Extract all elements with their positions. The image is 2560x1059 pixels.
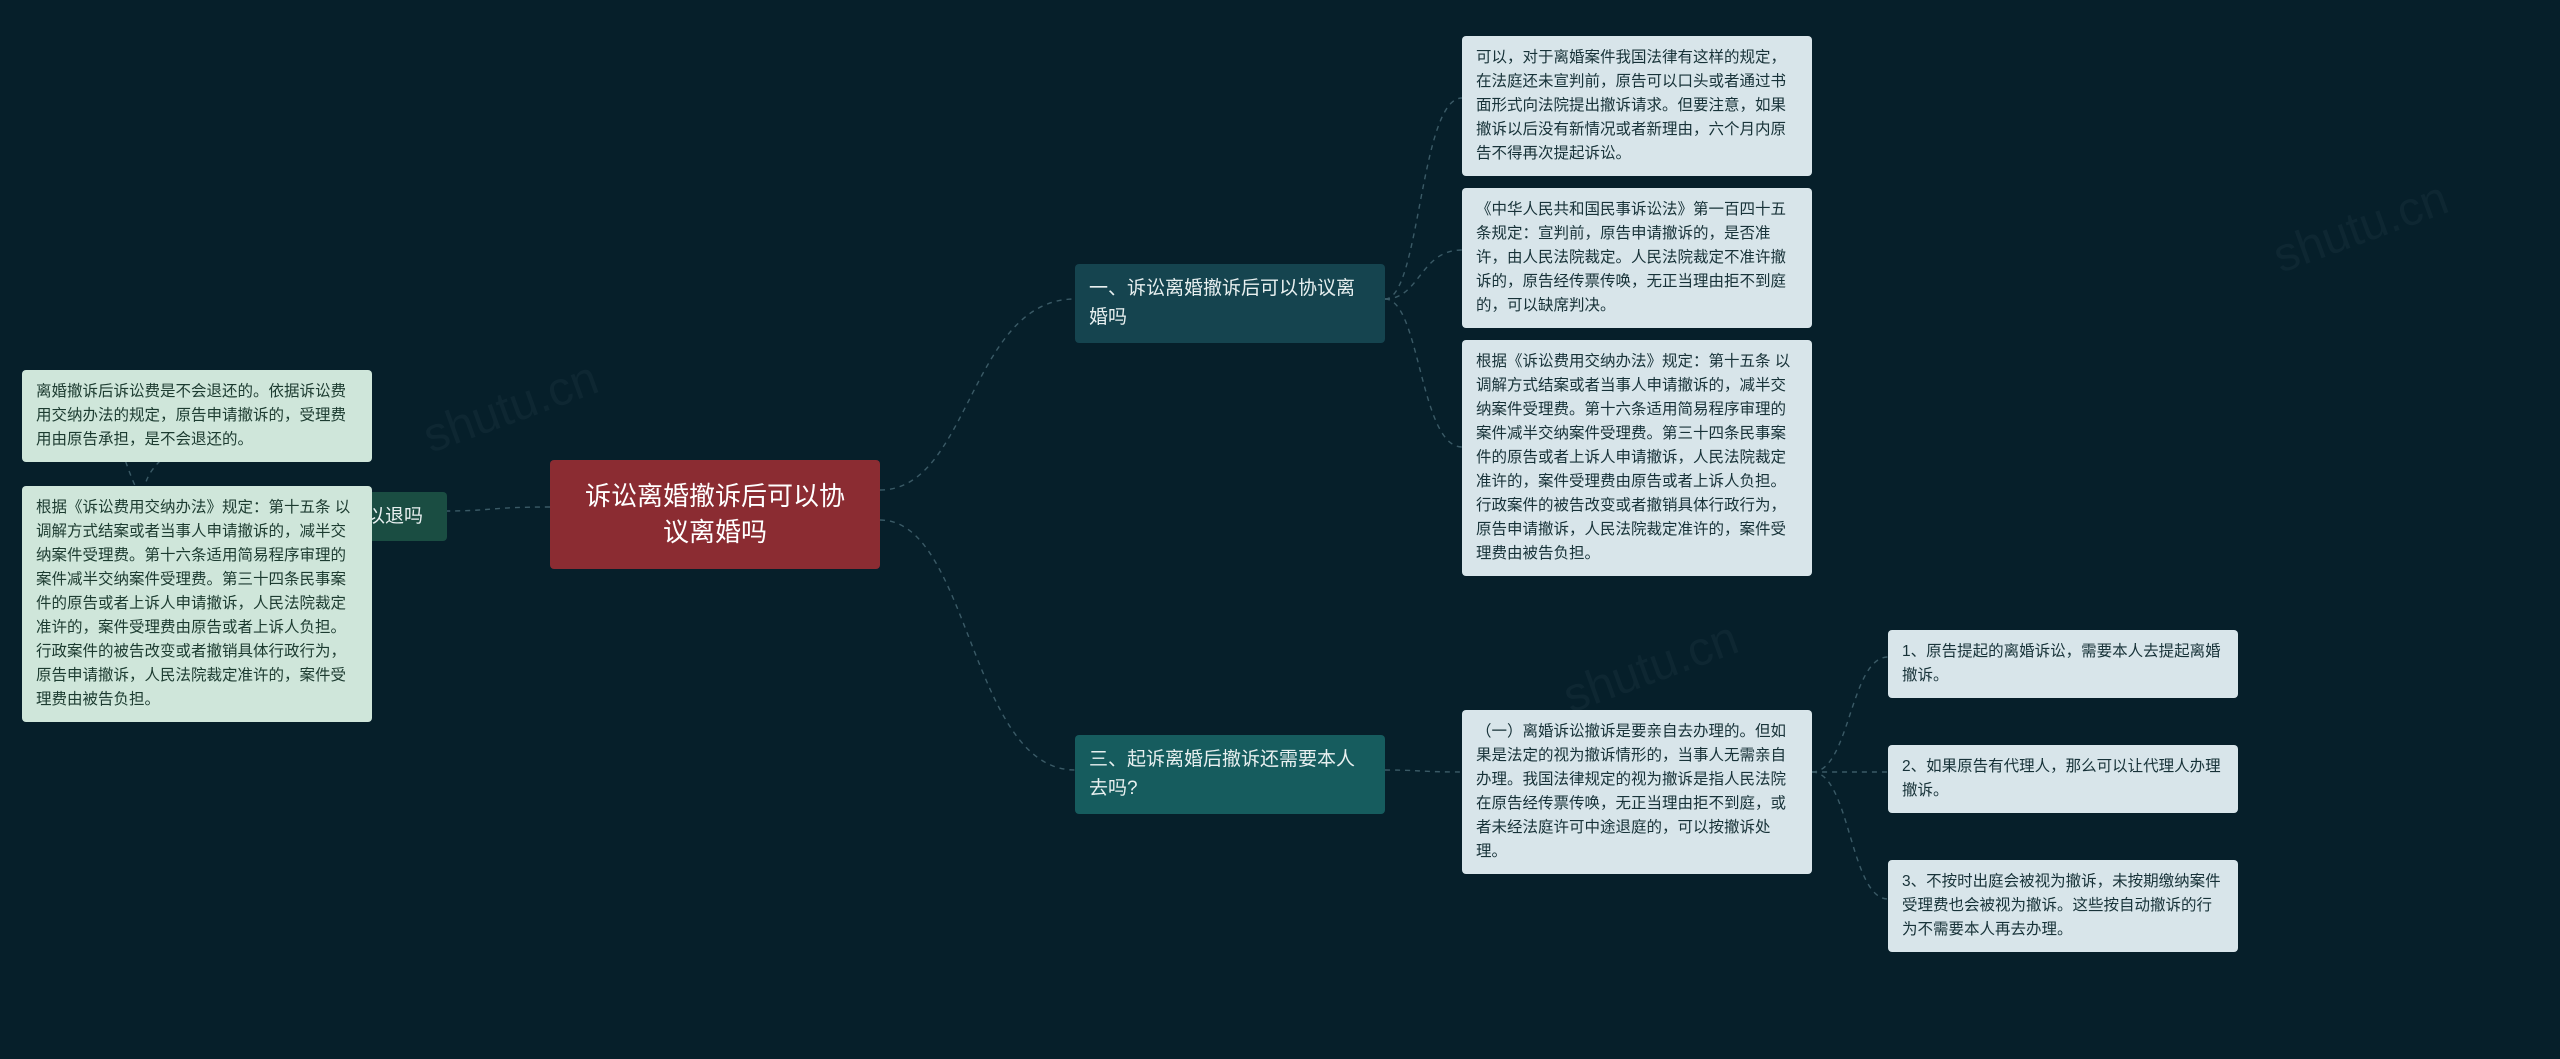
branch-three-sub-1: 1、原告提起的离婚诉讼，需要本人去提起离婚撤诉。 — [1888, 630, 2238, 698]
watermark: shutu.cn — [1556, 611, 1745, 725]
branch-one: 一、诉讼离婚撤诉后可以协议离婚吗 — [1075, 264, 1385, 343]
branch-one-leaf-1: 可以，对于离婚案件我国法律有这样的规定，在法庭还未宣判前，原告可以口头或者通过书… — [1462, 36, 1812, 176]
branch-one-leaf-2: 《中华人民共和国民事诉讼法》第一百四十五条规定：宣判前，原告申请撤诉的，是否准许… — [1462, 188, 1812, 328]
branch-one-leaf-3: 根据《诉讼费用交纳办法》规定：第十五条 以调解方式结案或者当事人申请撤诉的，减半… — [1462, 340, 1812, 576]
branch-two-leaf-2: 根据《诉讼费用交纳办法》规定：第十五条 以调解方式结案或者当事人申请撤诉的，减半… — [22, 486, 372, 722]
branch-two-leaf-1: 离婚撤诉后诉讼费是不会退还的。依据诉讼费用交纳办法的规定，原告申请撤诉的，受理费… — [22, 370, 372, 462]
watermark: shutu.cn — [2266, 171, 2455, 285]
branch-three: 三、起诉离婚后撤诉还需要本人去吗? — [1075, 735, 1385, 814]
root-node: 诉讼离婚撤诉后可以协议离婚吗 — [550, 460, 880, 569]
branch-three-mid: （一）离婚诉讼撤诉是要亲自去办理的。但如果是法定的视为撤诉情形的，当事人无需亲自… — [1462, 710, 1812, 874]
branch-three-sub-3: 3、不按时出庭会被视为撤诉，未按期缴纳案件受理费也会被视为撤诉。这些按自动撤诉的… — [1888, 860, 2238, 952]
branch-three-sub-2: 2、如果原告有代理人，那么可以让代理人办理撤诉。 — [1888, 745, 2238, 813]
watermark: shutu.cn — [416, 351, 605, 465]
